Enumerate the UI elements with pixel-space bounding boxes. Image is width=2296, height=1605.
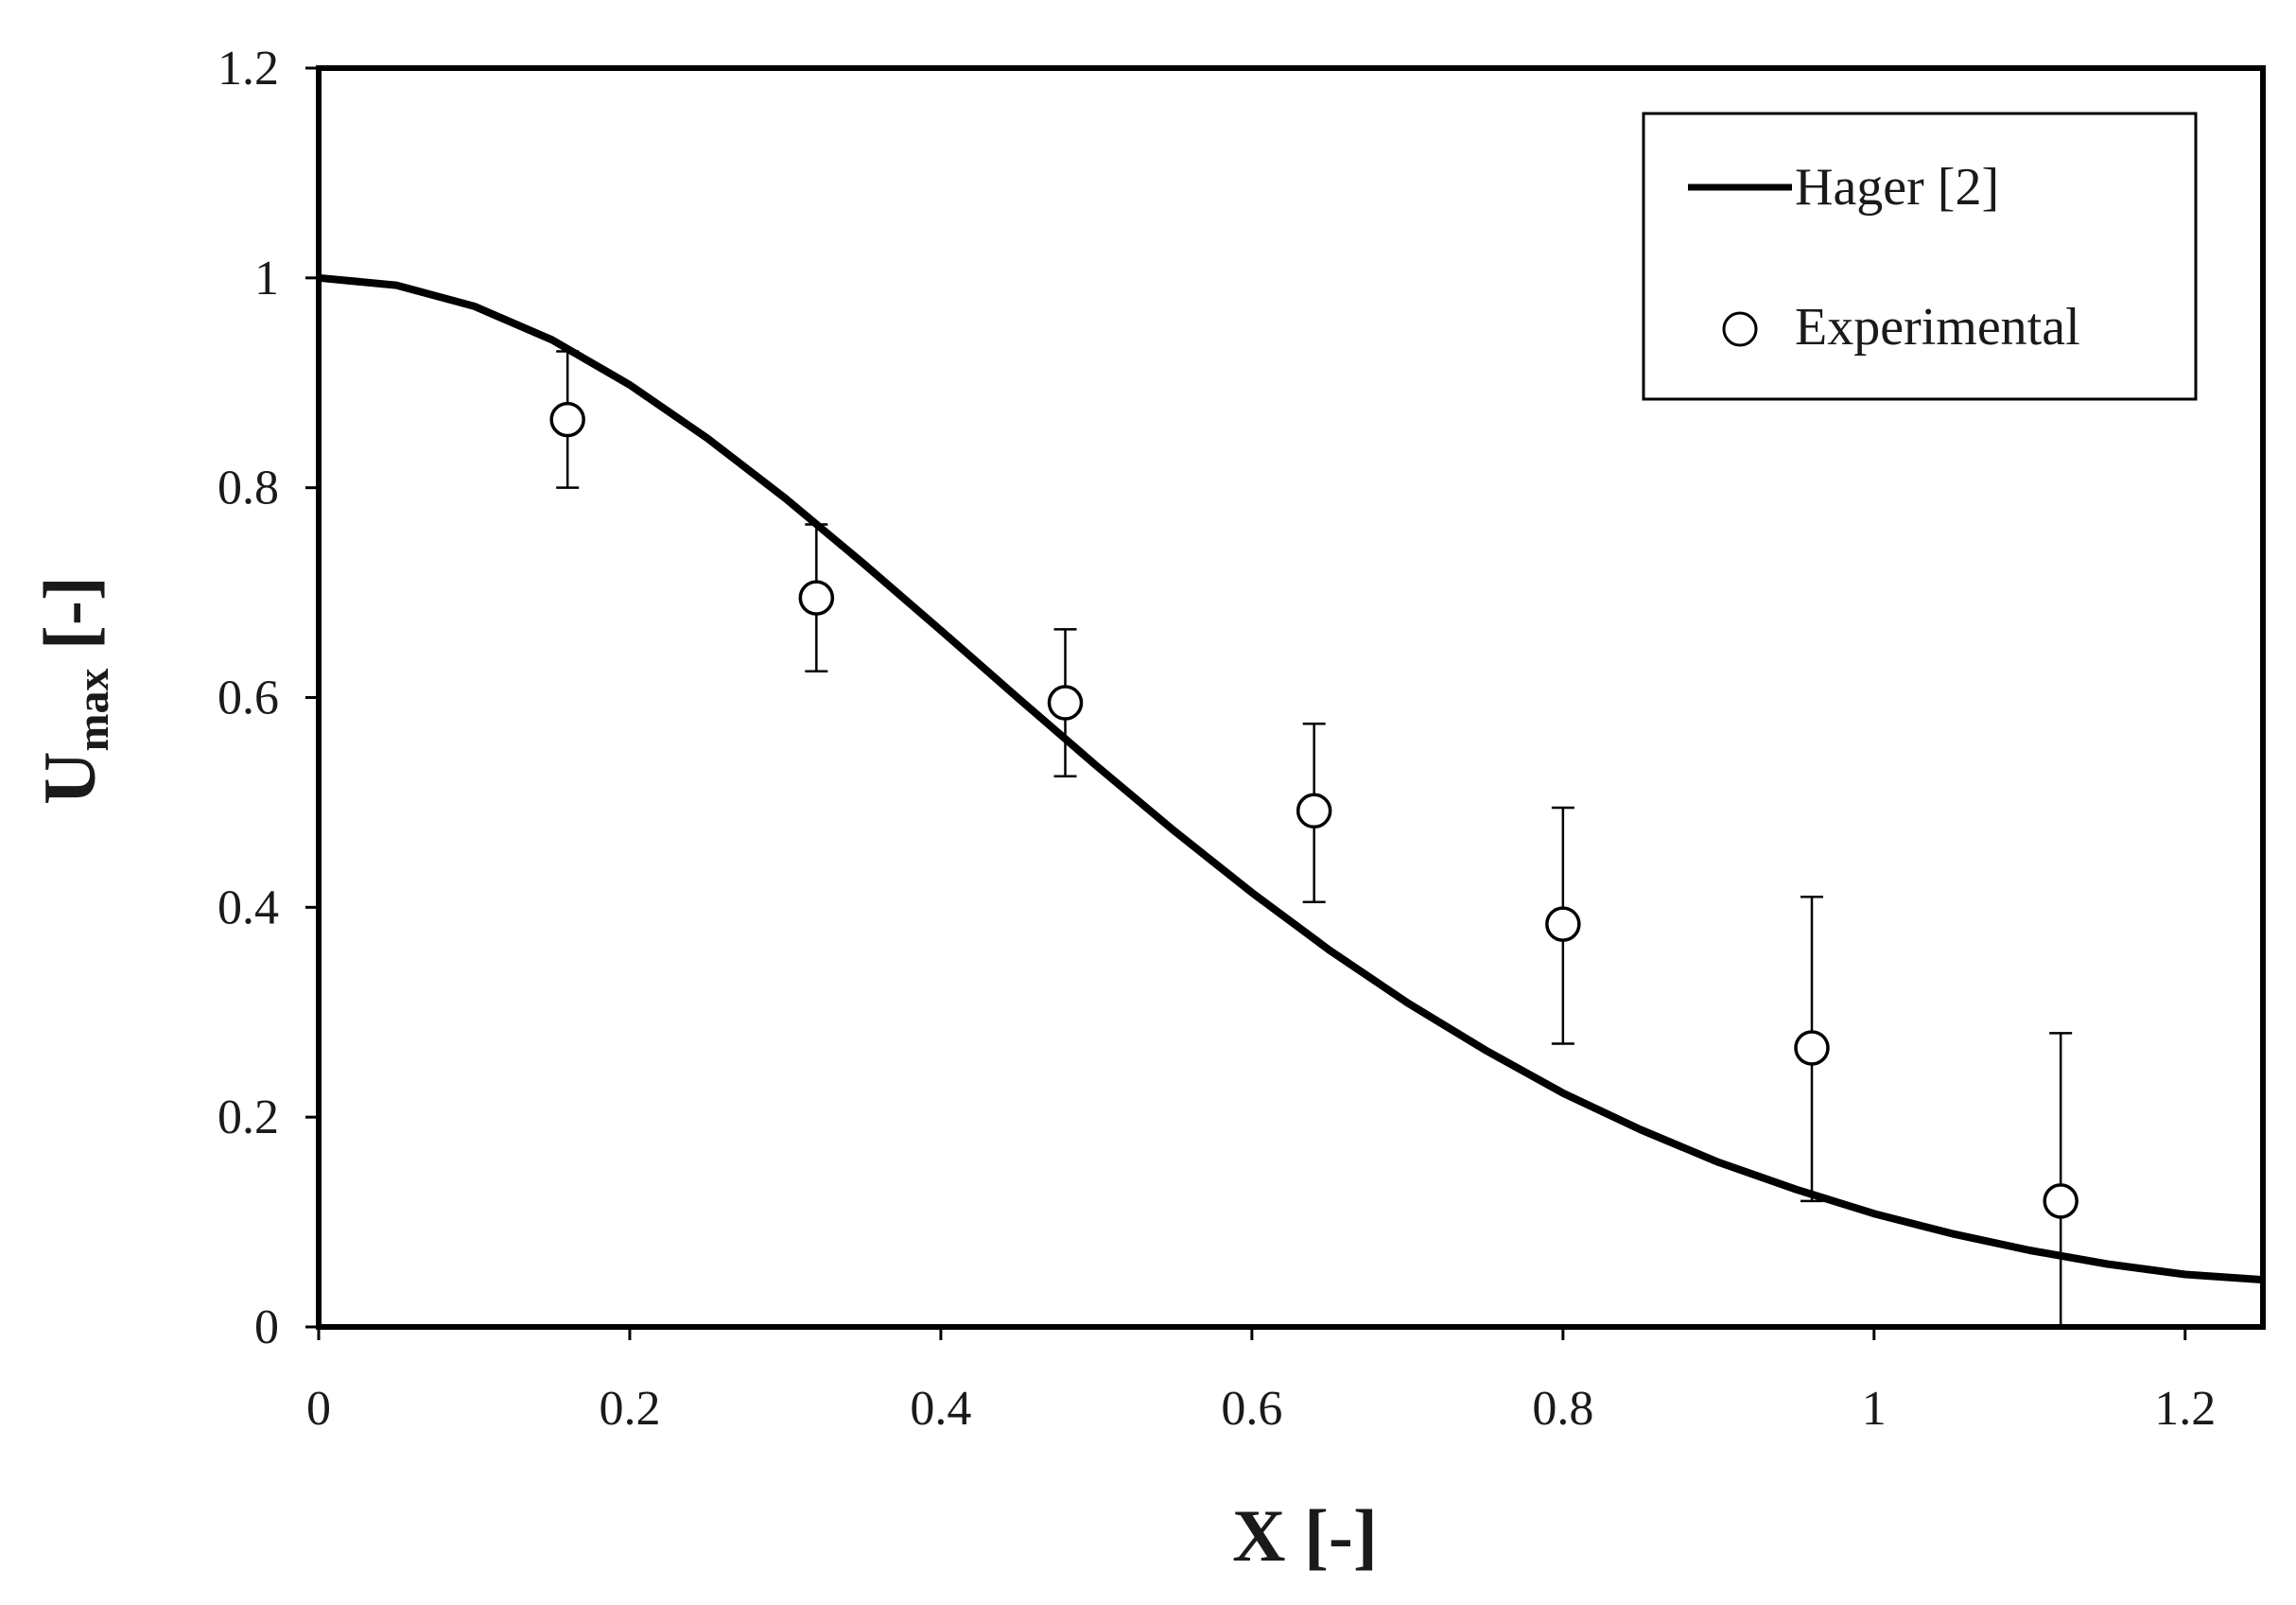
y-tick-labels: 0 0.2 0.4 0.6 0.8 1 1.2 [217, 42, 279, 1354]
marker-circle [1296, 793, 1332, 829]
x-tick-label: 0.6 [1221, 1382, 1282, 1436]
y-tick-label: 0.6 [217, 672, 279, 725]
data-point-experimental [1047, 628, 1084, 777]
legend-label-experimental: Experimental [1795, 298, 2080, 357]
marker-circle [798, 580, 835, 616]
marker-circle [1047, 685, 1084, 721]
marker-circle [549, 401, 585, 438]
y-axis-title: Umax [-] [28, 576, 118, 805]
x-tick-label: 1 [1862, 1382, 1887, 1436]
y-tick-label: 0.8 [217, 462, 279, 515]
y-tick-label: 1 [254, 252, 279, 305]
marker-circle [1794, 1030, 1830, 1066]
legend-label-hager: Hager [2] [1795, 158, 1999, 217]
y-tick-label: 0.2 [217, 1090, 279, 1144]
series-line-hager [318, 273, 2264, 1284]
x-tick-label: 1.2 [2154, 1382, 2216, 1436]
data-point-experimental [1545, 806, 1581, 1045]
y-tick-label: 0 [254, 1300, 279, 1354]
data-point-experimental [1296, 722, 1332, 904]
y-axis-title-sub: max [68, 669, 118, 752]
x-tick-label: 0.8 [1532, 1382, 1593, 1436]
x-tick-labels: 0 0.2 0.4 0.6 0.8 1 1.2 [306, 1382, 2216, 1436]
x-tick-label: 0.2 [599, 1382, 660, 1436]
data-point-experimental [1794, 895, 1830, 1203]
marker-circle [1545, 906, 1581, 942]
y-axis-title-suffix: [-] [28, 576, 111, 668]
plot-layer [318, 273, 2264, 1329]
legend-box [1642, 112, 2198, 401]
data-point-experimental [549, 350, 585, 489]
plot-frame [316, 65, 2266, 1330]
data-point-experimental [798, 523, 835, 673]
x-tick-label: 0.4 [910, 1382, 971, 1436]
y-axis-title-main: U [28, 752, 111, 805]
legend: Hager [2] Experimental [1642, 112, 2198, 401]
marker-circle [2043, 1183, 2079, 1219]
y-tick-label: 1.2 [217, 42, 279, 96]
x-tick-label: 0 [306, 1382, 331, 1436]
x-axis-title: X [-] [1232, 1494, 1378, 1577]
y-tick-label: 0.4 [217, 881, 279, 934]
legend-circle-marker [1722, 311, 1758, 347]
